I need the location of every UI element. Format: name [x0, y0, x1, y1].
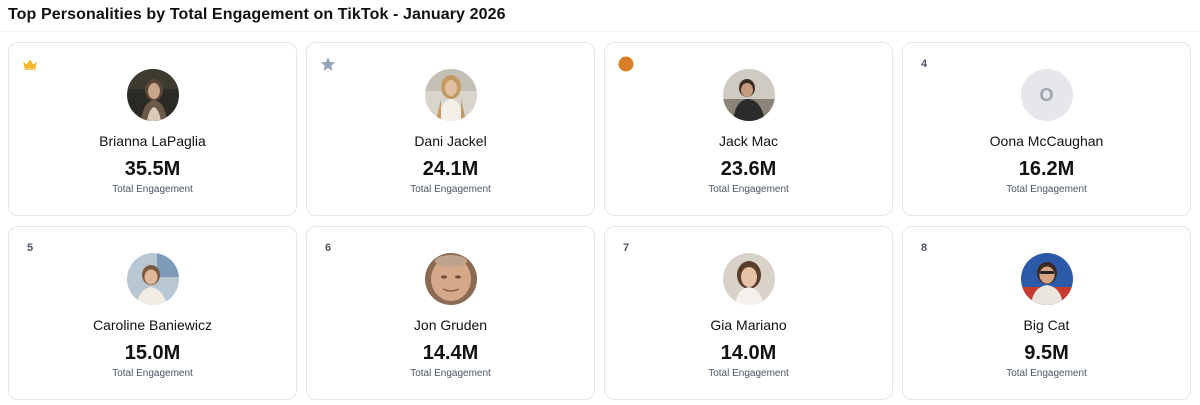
- personality-card[interactable]: 8 Big Cat 9.5M Total Engagement: [902, 226, 1191, 400]
- engagement-label: Total Engagement: [1006, 184, 1087, 195]
- engagement-label: Total Engagement: [112, 184, 193, 195]
- rank-number: 8: [920, 242, 928, 254]
- page-title: Top Personalities by Total Engagement on…: [8, 6, 506, 23]
- avatar: [424, 253, 477, 305]
- engagement-label: Total Engagement: [708, 368, 789, 379]
- engagement-value: 24.1M: [422, 158, 479, 180]
- engagement-value: 15.0M: [124, 342, 181, 364]
- crown-icon: [21, 55, 39, 73]
- avatar: [126, 69, 179, 121]
- personality-grid: Brianna LaPaglia 35.5M Total Engagement …: [8, 42, 1192, 400]
- personality-name: Jack Mac: [718, 133, 779, 149]
- engagement-label: Total Engagement: [410, 184, 491, 195]
- personality-name: Big Cat: [1023, 317, 1070, 333]
- engagement-label: Total Engagement: [1006, 368, 1087, 379]
- engagement-label: Total Engagement: [708, 184, 789, 195]
- avatar: [1020, 253, 1073, 305]
- personality-name: Brianna LaPaglia: [99, 133, 206, 149]
- personality-name: Jon Gruden: [413, 317, 488, 333]
- personality-card[interactable]: Jack Mac 23.6M Total Engagement: [604, 42, 893, 216]
- bronze-medal-icon: [617, 55, 635, 73]
- avatar-initial: O: [1020, 69, 1073, 121]
- engagement-value: 23.6M: [720, 158, 777, 180]
- personality-name: Caroline Baniewicz: [92, 317, 213, 333]
- personality-card[interactable]: Dani Jackel 24.1M Total Engagement: [306, 42, 595, 216]
- avatar: [722, 253, 775, 305]
- personality-name: Oona McCaughan: [989, 133, 1104, 149]
- rank-number: 7: [622, 242, 630, 254]
- engagement-value: 35.5M: [124, 158, 181, 180]
- engagement-value: 14.0M: [720, 342, 777, 364]
- engagement-value: 16.2M: [1018, 158, 1075, 180]
- engagement-value: 9.5M: [1024, 342, 1069, 364]
- rank-number: 5: [26, 242, 34, 254]
- personality-card[interactable]: 5 Caroline Baniewicz 15.0M Total Engagem…: [8, 226, 297, 400]
- engagement-value: 14.4M: [422, 342, 479, 364]
- personality-card[interactable]: Brianna LaPaglia 35.5M Total Engagement: [8, 42, 297, 216]
- rank-number: 4: [920, 58, 928, 70]
- rank-number: 6: [324, 242, 332, 254]
- personality-name: Gia Mariano: [710, 317, 787, 333]
- personality-name: Dani Jackel: [414, 133, 487, 149]
- engagement-label: Total Engagement: [410, 368, 491, 379]
- personality-card[interactable]: 4 O Oona McCaughan 16.2M Total Engagemen…: [902, 42, 1191, 216]
- title-divider: [0, 31, 1200, 32]
- avatar: [722, 69, 775, 121]
- personality-card[interactable]: 6 Jon Gruden 14.4M Total Engagement: [306, 226, 595, 400]
- avatar: [126, 253, 179, 305]
- star-icon: [319, 55, 337, 73]
- engagement-label: Total Engagement: [112, 368, 193, 379]
- avatar: [424, 69, 477, 121]
- personality-card[interactable]: 7 Gia Mariano 14.0M Total Engagement: [604, 226, 893, 400]
